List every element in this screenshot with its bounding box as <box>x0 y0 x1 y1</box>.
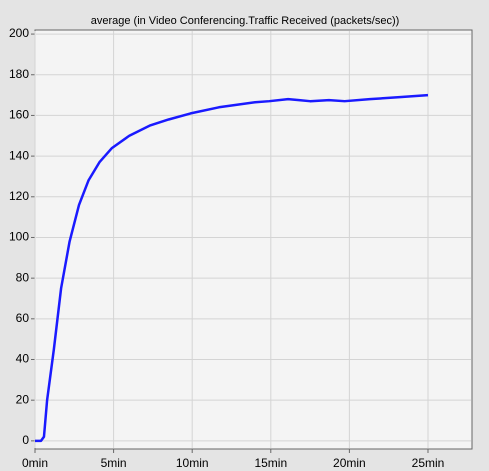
x-tick-label: 5min <box>101 456 127 470</box>
x-tick-label: 10min <box>176 456 209 470</box>
x-tick-label: 0min <box>22 456 48 470</box>
x-tick-label: 25min <box>412 456 445 470</box>
x-tick-label: 15min <box>254 456 287 470</box>
y-tick-label: 120 <box>9 189 29 203</box>
y-tick-label: 160 <box>9 108 29 122</box>
y-tick-label: 180 <box>9 67 29 81</box>
y-tick-label: 20 <box>16 392 30 406</box>
y-tick-label: 80 <box>16 270 30 284</box>
y-tick-label: 40 <box>16 352 30 366</box>
y-tick-label: 0 <box>22 433 29 447</box>
y-tick-label: 140 <box>9 148 29 162</box>
y-tick-label: 60 <box>16 311 30 325</box>
data-line <box>35 93 429 443</box>
chart-title: average (in Video Conferencing.Traffic R… <box>91 15 400 27</box>
x-tick-label: 20min <box>333 456 366 470</box>
y-tick-label: 200 <box>9 26 29 40</box>
plot-area <box>34 29 473 450</box>
y-tick-label: 100 <box>9 230 29 244</box>
